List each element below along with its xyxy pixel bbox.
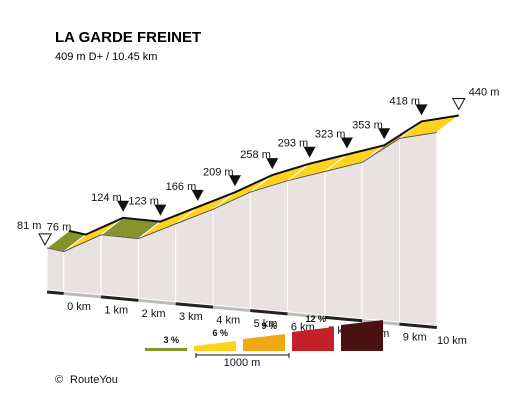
profile-front-face (399, 131, 438, 327)
waypoint-marker-icon (229, 175, 241, 187)
distance-tick-label: 4 km (216, 315, 240, 327)
start-elevation-label: 81 m (17, 220, 41, 232)
ground-ruler-segment (175, 302, 214, 309)
distance-tick-label: 0 km (67, 301, 91, 313)
legend-label: 9 % (261, 321, 277, 331)
elevation-label: 418 m (389, 95, 420, 107)
end-marker-icon (451, 98, 466, 111)
legend-scale-label: 1000 m (224, 357, 261, 369)
chart-subtitle: 409 m D+ / 10.45 km (55, 51, 157, 63)
start-marker-icon (38, 233, 52, 246)
waypoint-marker-icon (378, 128, 391, 140)
ground-ruler-segment (287, 312, 326, 319)
profile-front-face (175, 208, 214, 306)
chart-title: LA GARDE FREINET (55, 29, 201, 46)
ground-ruler-segment (63, 292, 102, 299)
elevation-label: 123 m (128, 196, 159, 208)
elevation-label: 166 m (166, 181, 197, 193)
ground-ruler-segment (212, 305, 251, 313)
distance-tick-label: 3 km (179, 311, 203, 323)
distance-tick-label: 1 km (104, 304, 128, 316)
end-elevation-label: 440 m (469, 87, 500, 99)
elevation-label: 124 m (91, 192, 122, 204)
elevation-label: 258 m (240, 149, 271, 161)
legend-swatch (194, 341, 236, 351)
credit-text: RouteYou (70, 374, 118, 386)
waypoint-marker-icon (415, 104, 428, 116)
legend-label: 6 % (212, 328, 228, 338)
waypoint-marker-icon (154, 204, 167, 216)
distance-tick-label: 2 km (142, 308, 166, 320)
profile-front-ridge (46, 132, 437, 253)
distance-tick-label: 9 km (403, 332, 427, 344)
ground-ruler-segment (399, 322, 437, 330)
legend-swatch (292, 327, 334, 351)
waypoint-marker-icon (266, 158, 279, 170)
elevation-label: 353 m (352, 119, 383, 131)
ground-ruler-segment (250, 309, 288, 316)
ground-ruler-segment (324, 315, 363, 323)
elevation-label: 209 m (203, 166, 234, 178)
profile-front-face (100, 234, 139, 299)
copyright-symbol: © (55, 374, 63, 386)
profile-front-face (212, 191, 251, 310)
distance-tick-label: 5 km (254, 318, 278, 330)
elevation-label: 76 m (47, 222, 71, 234)
waypoint-marker-icon (340, 137, 353, 149)
ground-ruler-segment (100, 295, 139, 302)
profile-front-face (46, 247, 65, 293)
ground-ruler-segment (46, 290, 64, 296)
elevation-label: 293 m (278, 138, 309, 150)
waypoint-marker-icon (303, 146, 316, 158)
ground-ruler-segment (138, 298, 176, 306)
legend-label: 12 % (305, 314, 326, 324)
waypoint-marker-icon (191, 189, 204, 201)
profile-front-face (287, 170, 326, 316)
legend-swatch (341, 320, 383, 351)
distance-tick-label: 10 km (437, 335, 467, 347)
profile-front-face (249, 180, 289, 313)
elevation-label: 323 m (315, 129, 346, 141)
profile-front-face (324, 161, 363, 320)
profile-back-ridge (68, 114, 459, 236)
legend-label: 3 % (163, 335, 179, 345)
legend-swatch (243, 334, 285, 351)
legend-swatch (145, 348, 187, 351)
waypoint-marker-icon (117, 200, 130, 212)
profile-front-face (361, 137, 400, 323)
